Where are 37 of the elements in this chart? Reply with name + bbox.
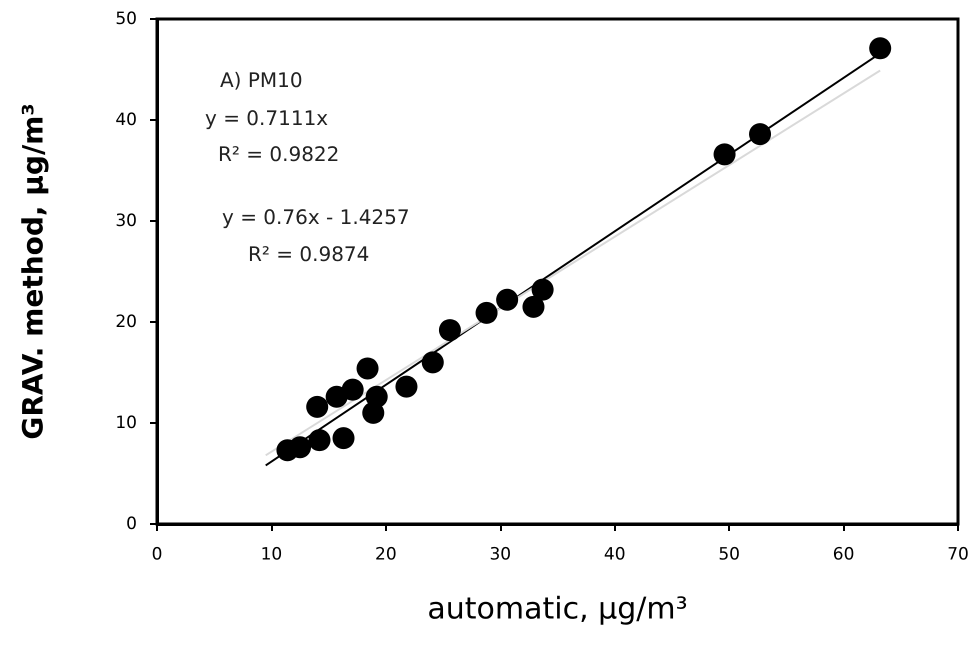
y-tick-label: 10: [115, 413, 137, 433]
y-tick-label: 30: [115, 211, 137, 231]
x-tick-label: 60: [832, 544, 854, 564]
point: [306, 396, 328, 418]
y-axis-title: GRAV. method, µg/m³: [16, 103, 50, 440]
point: [749, 123, 772, 146]
annotation: y = 0.76x - 1.4257: [222, 205, 410, 229]
x-tick-label: 10: [260, 544, 282, 564]
point: [356, 357, 379, 380]
point: [869, 37, 892, 60]
point: [395, 376, 418, 398]
annotation: R² = 0.9822: [218, 142, 340, 166]
point: [714, 143, 736, 166]
point: [476, 302, 498, 324]
point: [438, 319, 461, 342]
point: [422, 351, 444, 374]
point: [496, 288, 518, 311]
point: [308, 429, 330, 452]
x-tick-label: 50: [718, 544, 740, 564]
annotation: y = 0.7111x: [205, 106, 328, 130]
x-axis-title: automatic, µg/m³: [427, 592, 688, 626]
point: [332, 427, 355, 450]
x-tick-label: 30: [489, 544, 512, 564]
point: [532, 278, 554, 301]
point: [522, 296, 544, 318]
x-tick-label: 40: [604, 544, 626, 564]
y-tick-label: 0: [126, 514, 137, 534]
point: [366, 386, 388, 408]
point: [342, 378, 364, 401]
y-tick-label: 50: [115, 9, 137, 29]
x-tick-label: 0: [152, 544, 162, 564]
annotation: A) PM10: [220, 68, 303, 92]
y-tick-label: 40: [115, 110, 137, 130]
y-tick-label: 20: [115, 312, 137, 332]
annotation: R² = 0.9874: [248, 242, 370, 266]
x-tick-label: 70: [947, 544, 969, 564]
x-tick-label: 20: [375, 544, 397, 564]
